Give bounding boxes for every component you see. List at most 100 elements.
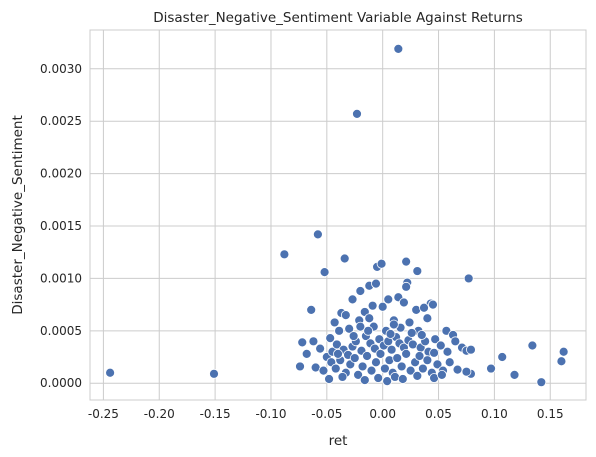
scatter-point xyxy=(367,300,378,311)
scatter-point xyxy=(324,374,334,384)
scatter-point xyxy=(315,343,326,354)
scatter-point xyxy=(412,370,423,381)
scatter-point xyxy=(376,258,387,269)
scatter-point xyxy=(422,313,433,324)
scatter-point xyxy=(371,278,381,289)
chart-title: Disaster_Negative_Sentiment Variable Aga… xyxy=(153,10,523,26)
scatter-point xyxy=(105,367,116,378)
scatter-point xyxy=(312,229,323,240)
scatter-point xyxy=(339,253,350,264)
scatter-point xyxy=(452,364,463,375)
scatter-point xyxy=(406,328,417,338)
scatter-point xyxy=(330,363,341,374)
scatter-point xyxy=(401,281,412,292)
scatter-point xyxy=(435,340,446,351)
scatter-point xyxy=(497,352,508,362)
scatter-point xyxy=(349,353,360,363)
scatter-point xyxy=(401,348,412,359)
scatter-point xyxy=(383,294,394,305)
x-tick-label: 0.00 xyxy=(369,407,396,421)
x-tick-label: 0.10 xyxy=(481,407,508,421)
scatter-point xyxy=(527,340,538,351)
scatter-point xyxy=(306,304,317,315)
scatter-point xyxy=(388,319,399,330)
scatter-point xyxy=(430,334,441,345)
scatter-point xyxy=(536,377,547,388)
scatter-point xyxy=(414,351,425,361)
scatter-point xyxy=(558,346,569,357)
scatter-point xyxy=(385,329,396,339)
scatter-point xyxy=(319,267,330,278)
scatter-point xyxy=(337,372,348,382)
scatter-point xyxy=(401,256,412,267)
y-tick-label: 0.0015 xyxy=(40,219,82,233)
scatter-point xyxy=(404,317,415,328)
scatter-point xyxy=(353,369,364,380)
scatter-point xyxy=(422,355,433,366)
scatter-point xyxy=(486,363,496,374)
scatter-point xyxy=(363,325,374,336)
scatter-point xyxy=(442,346,453,357)
scatter-point xyxy=(357,361,368,372)
y-tick-label: 0.0000 xyxy=(40,376,82,390)
scatter-point xyxy=(463,273,474,284)
scatter-point xyxy=(386,344,397,355)
scatter-point xyxy=(509,369,520,380)
scatter-point xyxy=(461,366,472,377)
x-tick-label: 0.05 xyxy=(425,407,452,421)
scatter-point xyxy=(373,373,384,383)
scatter-point xyxy=(428,299,438,310)
x-tick-label: -0.15 xyxy=(200,407,231,421)
scatter-point xyxy=(334,325,345,336)
scatter-point xyxy=(396,361,407,372)
scatter-point xyxy=(340,310,351,320)
scatter-point xyxy=(393,43,404,54)
scatter-point xyxy=(352,108,362,119)
x-tick-label: -0.20 xyxy=(144,407,175,421)
scatter-point xyxy=(416,330,427,340)
scatter-point xyxy=(377,301,388,312)
y-axis-label: Disaster_Negative_Sentiment xyxy=(10,115,26,315)
scatter-point xyxy=(380,363,390,374)
plot-background xyxy=(90,30,586,400)
scatter-point xyxy=(450,336,461,347)
scatter-point xyxy=(355,286,366,296)
scatter-point xyxy=(444,357,455,368)
x-tick-label: -0.25 xyxy=(88,407,119,421)
scatter-point xyxy=(348,331,359,341)
scatter-point xyxy=(432,359,443,370)
scatter-point xyxy=(364,313,375,324)
scatter-point xyxy=(382,376,393,387)
scatter-point xyxy=(209,368,219,379)
scatter-point xyxy=(329,317,340,328)
scatter-point xyxy=(359,375,370,385)
x-tick-label: 0.15 xyxy=(537,407,564,421)
scatter-point xyxy=(397,374,408,384)
scatter-point xyxy=(405,365,416,376)
scatter-point xyxy=(419,302,429,313)
plot-frame xyxy=(89,29,587,401)
scatter-point xyxy=(412,266,423,276)
y-tick-label: 0.0030 xyxy=(40,62,82,76)
scatter-point xyxy=(333,348,343,359)
scatter-point xyxy=(308,336,319,347)
scatter-point xyxy=(318,365,329,376)
x-tick-labels: -0.25 -0.20 -0.15 -0.10 -0.05 0.00 0.05 0.10 0.1… xyxy=(88,407,564,421)
x-axis-label: ret xyxy=(329,433,348,449)
scatter-point xyxy=(375,348,386,359)
scatter-point xyxy=(344,323,355,334)
scatter-point xyxy=(418,363,428,374)
scatter-point xyxy=(392,353,403,363)
scatter-point xyxy=(466,344,476,355)
x-tick-label: -0.10 xyxy=(255,407,286,421)
scatter-point xyxy=(297,337,308,348)
scatter-point xyxy=(362,351,372,361)
x-tick-label: -0.05 xyxy=(311,407,342,421)
scatter-point xyxy=(436,369,447,380)
scatter-point xyxy=(325,333,336,344)
scatter-point xyxy=(279,249,290,260)
y-tick-labels: 0.0000 0.0005 0.0010 0.0015 0.0020 0.0025 0.00… xyxy=(40,62,82,390)
scatter-point xyxy=(556,356,567,367)
scatter-point xyxy=(429,347,439,358)
